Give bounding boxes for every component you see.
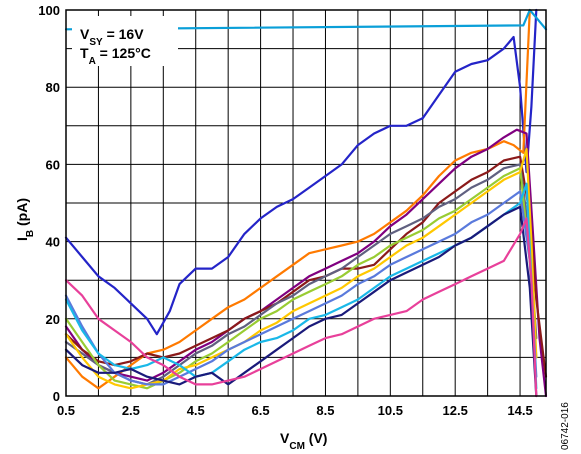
gridlines bbox=[66, 10, 546, 396]
figure-id: 06742-016 bbox=[560, 402, 571, 450]
series-line-7 bbox=[64, 167, 538, 390]
x-tick-label: 12.5 bbox=[443, 403, 468, 418]
x-axis-label: VCM (V) bbox=[280, 430, 327, 452]
x-tick-label: 0.5 bbox=[57, 403, 75, 418]
plot-frame bbox=[65, 9, 547, 397]
x-tick-label: 10.5 bbox=[378, 403, 403, 418]
series-line-2 bbox=[64, 8, 531, 390]
y-tick-label: 100 bbox=[38, 3, 60, 18]
x-tick-label: 14.5 bbox=[507, 403, 532, 418]
series-line-11 bbox=[64, 205, 538, 398]
tick-labels: 0.5 2.5 4.5 6.5 8.5 10.5 12.5 14.5 0 20 40 60 80 100 bbox=[38, 3, 532, 418]
series-line-4 bbox=[64, 128, 548, 398]
y-tick-label: 40 bbox=[46, 235, 60, 250]
legend-box bbox=[72, 16, 178, 66]
y-tick-label: 0 bbox=[53, 389, 60, 404]
y-tick-label: 80 bbox=[46, 80, 60, 95]
y-axis-label: IB (pA) bbox=[14, 198, 36, 241]
series-line-6 bbox=[64, 163, 538, 386]
x-tick-label: 2.5 bbox=[122, 403, 140, 418]
x-tick-label: 4.5 bbox=[187, 403, 205, 418]
annotation-ta: TA = 125°C bbox=[80, 45, 151, 67]
series-line-1 bbox=[64, 8, 538, 336]
y-tick-label: 20 bbox=[46, 312, 60, 327]
x-tick-label: 6.5 bbox=[252, 403, 270, 418]
series-line-5 bbox=[64, 155, 548, 378]
data-series bbox=[64, 8, 548, 398]
series-line-9 bbox=[64, 190, 538, 386]
annotation-vsy: VSY = 16V bbox=[80, 26, 144, 48]
y-tick-label: 60 bbox=[46, 157, 60, 172]
x-tick-label: 8.5 bbox=[316, 403, 334, 418]
series-line-12 bbox=[64, 217, 538, 398]
